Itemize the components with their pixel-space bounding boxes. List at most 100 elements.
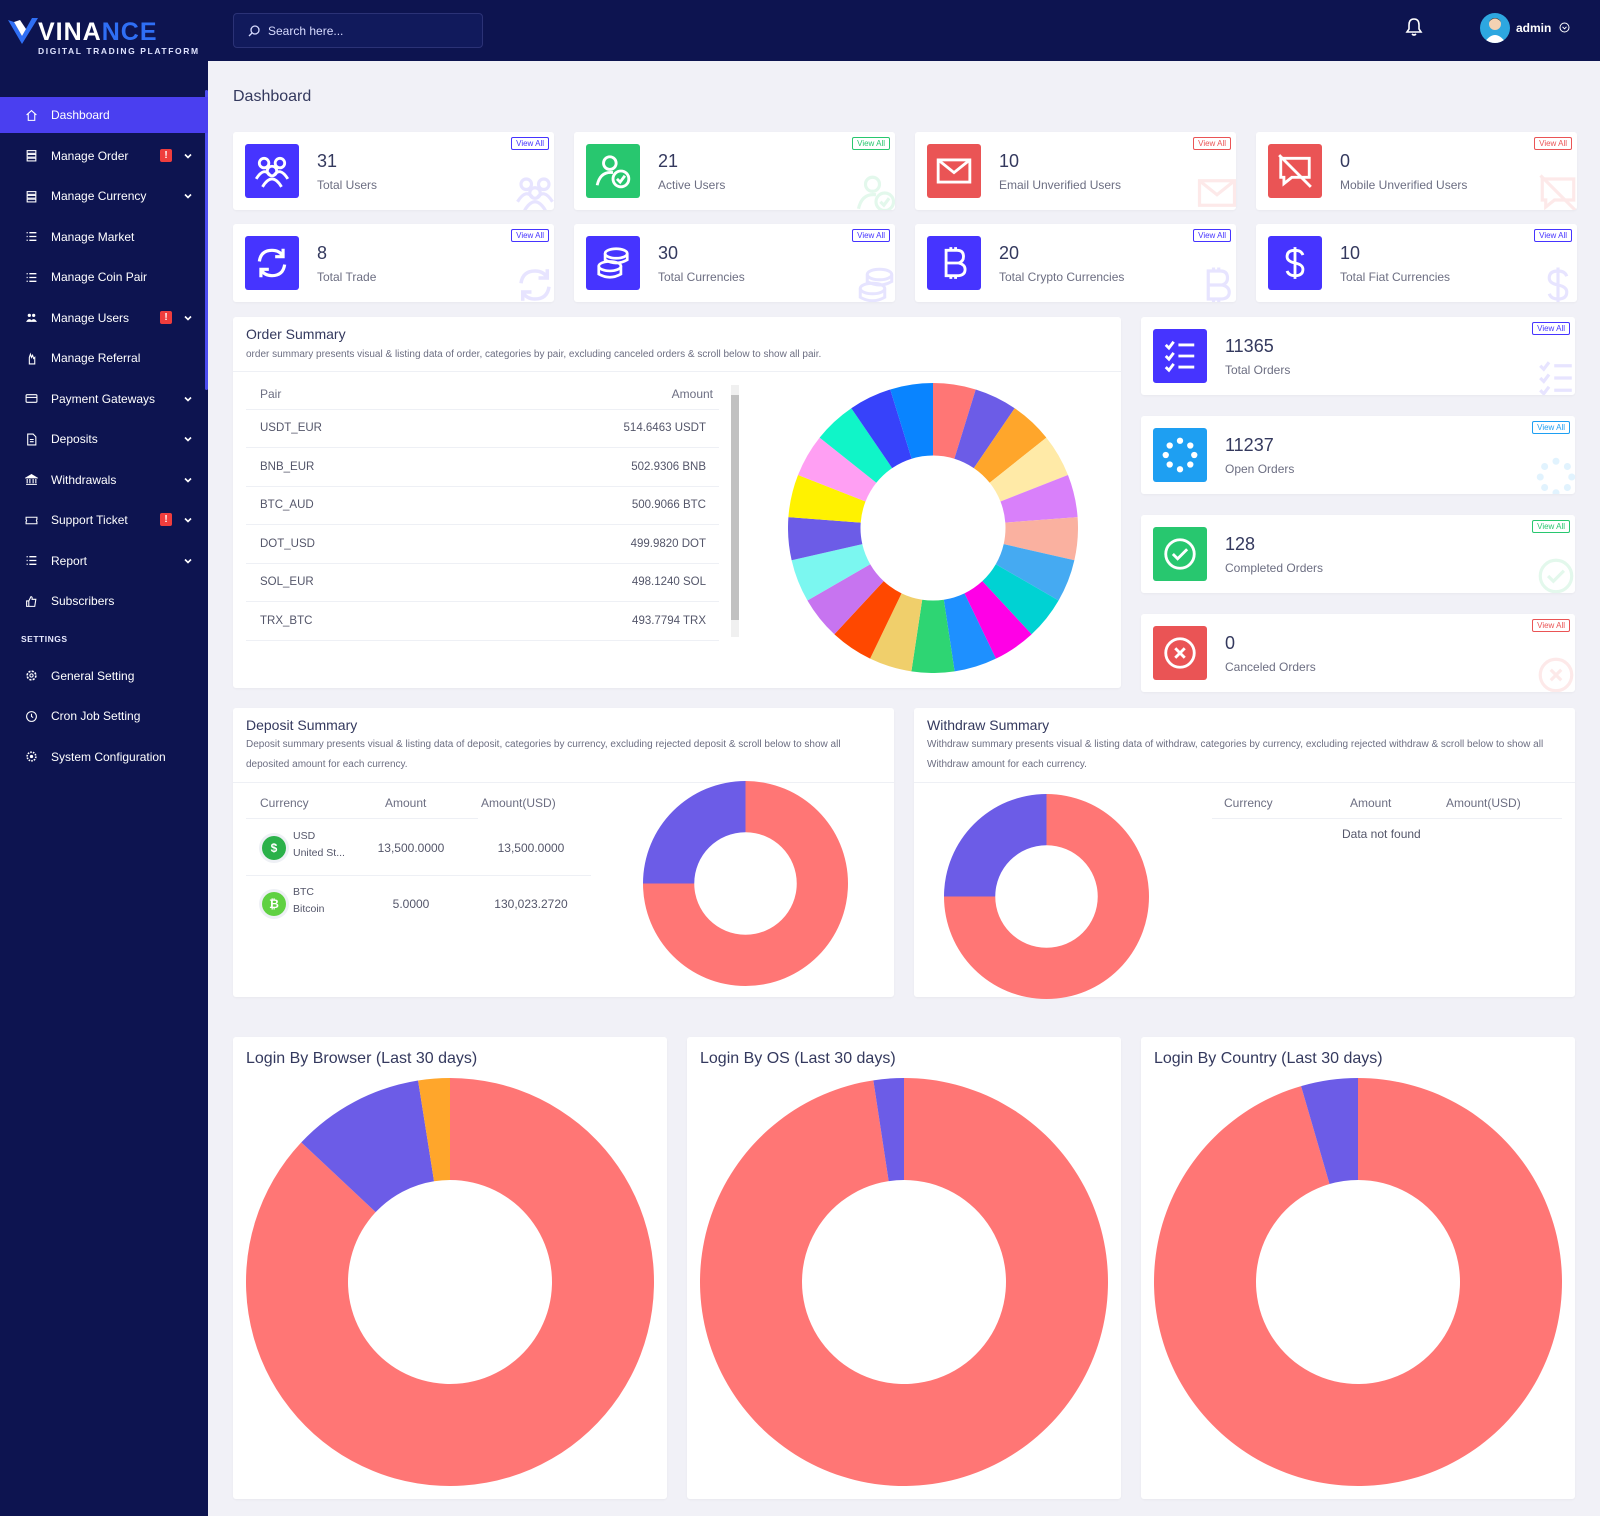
times-circle-icon — [1538, 657, 1574, 692]
view-all-button[interactable]: View All — [1532, 520, 1570, 533]
pie-slice[interactable] — [973, 408, 1047, 483]
pie-slice[interactable] — [890, 383, 933, 459]
pie-slice[interactable] — [788, 475, 866, 523]
sidebar-item-withdrawals[interactable]: Withdrawals — [0, 462, 208, 498]
view-all-button[interactable]: View All — [1532, 619, 1570, 632]
dollar-icon — [1547, 267, 1569, 302]
sidebar-item-manage-currency[interactable]: Manage Currency — [0, 178, 208, 214]
view-all-button[interactable]: View All — [1532, 322, 1570, 335]
avatar[interactable] — [1480, 13, 1510, 43]
sidebar-item-dashboard[interactable]: Dashboard — [0, 97, 208, 133]
stat-label: Email Unverified Users — [999, 178, 1122, 192]
chevron-down-icon[interactable] — [1559, 22, 1570, 33]
stat-value: 20 — [999, 243, 1020, 263]
settings-heading: SETTINGS — [21, 633, 68, 644]
sidebar-item-support-ticket[interactable]: Support Ticket ! — [0, 502, 208, 538]
brand-logo[interactable]: VINANCE DIGITAL TRADING PLATFORM — [0, 0, 208, 85]
amount-cell: 500.9066 BTC — [631, 499, 706, 511]
sidebar-item-manage-market[interactable]: Manage Market — [0, 219, 208, 255]
sidebar-item-report[interactable]: Report — [0, 543, 208, 579]
pie-slice[interactable] — [870, 593, 923, 672]
clock-icon — [25, 710, 37, 722]
pie-slice[interactable] — [873, 1078, 904, 1182]
sidebar-item-label: Manage Coin Pair — [51, 270, 148, 284]
pie-slice[interactable] — [418, 1078, 450, 1182]
view-all-button[interactable]: View All — [1534, 229, 1572, 242]
pie-slice[interactable] — [807, 564, 884, 635]
amount-usd-cell: 130,023.2720 — [494, 897, 568, 911]
bell-icon[interactable] — [1405, 17, 1423, 37]
pie-slice[interactable] — [851, 389, 912, 469]
pie-slice[interactable] — [1301, 1078, 1358, 1185]
view-all-button[interactable]: View All — [1532, 421, 1570, 434]
pie-slice[interactable] — [643, 781, 746, 884]
view-all-button[interactable]: View All — [852, 137, 890, 150]
pie-slice[interactable] — [788, 517, 863, 561]
sidebar-item-payment-gateways[interactable]: Payment Gateways — [0, 381, 208, 417]
pie-slice[interactable] — [819, 408, 893, 483]
pie-slice[interactable] — [954, 389, 1015, 469]
pie-slice[interactable] — [798, 437, 877, 502]
bitcoin-icon — [1206, 267, 1231, 302]
pie-slice[interactable] — [700, 1078, 1108, 1486]
sidebar-item-manage-users[interactable]: Manage Users ! — [0, 300, 208, 336]
col-amount: Amount — [671, 387, 713, 401]
pie-slice[interactable] — [989, 437, 1068, 502]
table-row: $ USD United St... 13,500.0000 13,500.00… — [246, 820, 591, 876]
view-all-button[interactable]: View All — [1193, 137, 1231, 150]
amount-cell: 502.9306 BNB — [631, 460, 706, 473]
pie-slice[interactable] — [643, 781, 848, 986]
sidebar-scrollbar[interactable] — [205, 90, 208, 390]
pie-slice[interactable] — [1003, 517, 1078, 561]
sidebar-item-general-setting[interactable]: General Setting — [0, 658, 208, 694]
sidebar-item-manage-coin-pair[interactable]: Manage Coin Pair — [0, 259, 208, 295]
pie-slice[interactable] — [933, 383, 976, 459]
pie-slice[interactable] — [834, 581, 902, 659]
comment-slash-icon — [1539, 174, 1577, 210]
sidebar-item-subscribers[interactable]: Subscribers — [0, 583, 208, 619]
table-row: DOT_USD 499.9820 DOT — [246, 526, 719, 564]
sidebar-item-cron-job-setting[interactable]: Cron Job Setting — [0, 698, 208, 734]
amount-usd-cell: 13,500.0000 — [497, 841, 565, 855]
sidebar-item-system-configuration[interactable]: System Configuration — [0, 739, 208, 775]
spinner-icon — [1162, 437, 1198, 473]
view-all-button[interactable]: View All — [1193, 229, 1231, 242]
stat-icon-box — [1153, 329, 1207, 383]
amount-cell: 13,500.0000 — [377, 841, 445, 855]
view-all-button[interactable]: View All — [511, 229, 549, 242]
view-all-button[interactable]: View All — [511, 137, 549, 150]
pie-slice[interactable] — [911, 599, 955, 673]
deposit-summary-card: Deposit Summary Deposit summary presents… — [233, 708, 894, 997]
pie-slice[interactable] — [944, 794, 1047, 897]
pair-cell: USDT_EUR — [260, 422, 322, 434]
pie-slice[interactable] — [791, 544, 871, 601]
pie-slice[interactable] — [943, 593, 996, 672]
pie-slice[interactable] — [246, 1078, 654, 1486]
pie-slice[interactable] — [1000, 475, 1078, 523]
order-table-scrollbar[interactable] — [731, 385, 739, 637]
sidebar-item-manage-referral[interactable]: Manage Referral — [0, 340, 208, 376]
sidebar-item-manage-order[interactable]: Manage Order ! — [0, 138, 208, 174]
view-all-button[interactable]: View All — [852, 229, 890, 242]
user-name[interactable]: admin — [1516, 21, 1552, 35]
sidebar-item-label: Support Ticket — [51, 513, 128, 527]
sidebar-item-label: Manage Market — [51, 229, 135, 244]
view-all-button[interactable]: View All — [1534, 137, 1572, 150]
gear-icon — [25, 751, 37, 762]
pie-slice[interactable] — [982, 564, 1059, 635]
sidebar-item-label: Manage Referral — [51, 351, 141, 365]
pie-slice[interactable] — [944, 794, 1149, 999]
pie-slice[interactable] — [995, 544, 1075, 601]
pie-slice[interactable] — [964, 581, 1032, 659]
stat-icon-box — [245, 236, 299, 290]
stat-card: 10 Total Fiat Currencies View All — [1256, 224, 1577, 302]
sidebar-item-deposits[interactable]: Deposits — [0, 421, 208, 457]
alert-badge: ! — [160, 310, 172, 324]
pie-slice[interactable] — [1154, 1078, 1562, 1486]
order-summary-chart — [788, 383, 1078, 673]
search-input[interactable]: Search here... — [233, 13, 483, 48]
pair-cell: BNB_EUR — [260, 460, 315, 473]
pie-slice[interactable] — [301, 1080, 435, 1213]
spinner-icon — [1536, 457, 1575, 494]
chevron-down-icon — [184, 517, 192, 523]
